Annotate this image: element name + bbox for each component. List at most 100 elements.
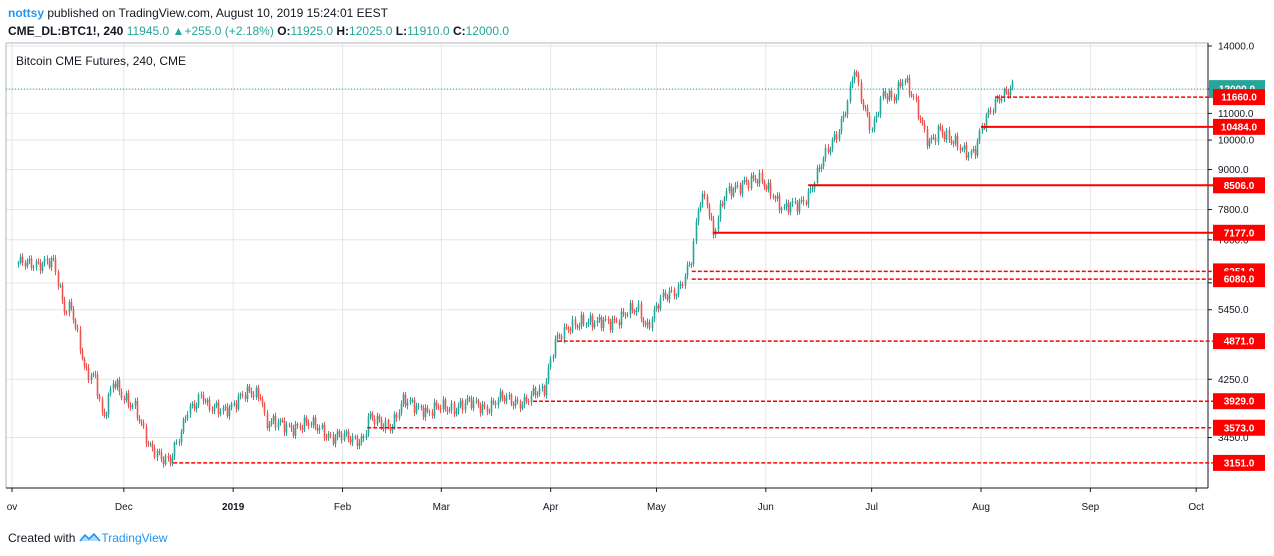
candle-body (50, 258, 53, 268)
close-value: 12000.0 (465, 24, 510, 38)
candle-body (717, 218, 720, 230)
candle-body (98, 395, 101, 400)
candle-body (519, 401, 522, 409)
candle-body (384, 420, 387, 430)
candle-body (719, 203, 722, 219)
candle-body (358, 442, 361, 447)
candle-body (424, 407, 427, 418)
level-label: 10484.0 (1221, 122, 1258, 133)
candle-body (134, 400, 137, 406)
candle-body (39, 262, 42, 271)
candle-body (780, 208, 783, 211)
candle-body (937, 126, 940, 142)
candle-body (554, 338, 557, 357)
candle-body (774, 197, 777, 199)
candle-body (483, 404, 486, 407)
candle-body (477, 400, 480, 406)
author-name[interactable]: nottsy (8, 6, 44, 20)
candle-body (750, 175, 753, 189)
tradingview-link[interactable]: TradingView (79, 529, 167, 547)
candle-body (596, 320, 599, 323)
candle-body (758, 172, 761, 184)
candle-body (798, 200, 801, 212)
candle-body (816, 167, 819, 183)
candle-body (200, 394, 203, 396)
publish-info: published on TradingView.com, August 10,… (44, 6, 389, 20)
candle-body (783, 206, 786, 209)
candle-body (261, 398, 264, 404)
candle-body (472, 400, 475, 409)
y-tick-label: 5450.0 (1218, 305, 1249, 316)
x-tick-label: Jun (758, 502, 774, 513)
levels (173, 96, 1260, 464)
candle-body (244, 395, 247, 399)
candle-body (646, 321, 649, 326)
candle-body (536, 394, 539, 396)
candle-body (501, 391, 504, 398)
candle-body (840, 118, 843, 132)
candle-body (266, 412, 269, 429)
candle-body (556, 335, 559, 339)
candle-body (316, 427, 319, 431)
candle-body (272, 415, 275, 421)
candle-body (534, 388, 537, 396)
candle-body (681, 284, 684, 286)
candle-body (829, 149, 832, 153)
candle-body (127, 393, 130, 406)
candle-body (362, 436, 365, 439)
candle-body (552, 356, 555, 359)
candle-body (404, 394, 407, 406)
candle-body (213, 406, 216, 411)
candle-body (219, 411, 222, 415)
candle-body (105, 414, 108, 416)
level-labels: 12000.011660.010484.08506.07177.06251.06… (1209, 80, 1265, 471)
candle-body (615, 319, 618, 322)
candle-body (147, 443, 150, 445)
x-tick-label: Oct (1188, 502, 1204, 513)
candle-body (85, 366, 88, 368)
candle-body (1000, 98, 1003, 101)
candle-body (939, 126, 942, 129)
candle-body (125, 393, 128, 401)
candle-body (327, 433, 330, 438)
level-badge (1213, 333, 1265, 350)
candle-body (171, 456, 174, 464)
candle-body (857, 74, 860, 83)
candle-body (228, 407, 231, 417)
candle-body (747, 181, 750, 189)
candle-body (332, 435, 335, 444)
candle-body (906, 78, 909, 81)
candle-body (734, 185, 737, 190)
level-badge (1213, 271, 1265, 288)
candle-body (494, 402, 497, 406)
candle-body (796, 202, 799, 212)
candle-body (578, 325, 581, 328)
candle-body (919, 118, 922, 120)
candle-body (114, 383, 117, 388)
candle-body (989, 110, 992, 112)
candle-body (160, 452, 163, 460)
candle-body (846, 101, 849, 115)
y-tick-label: 4250.0 (1218, 375, 1249, 386)
candle-body (512, 404, 515, 406)
candle-body (699, 203, 702, 211)
candle-body (268, 424, 271, 429)
candle-body (138, 418, 141, 421)
candle-body (602, 319, 605, 329)
candle-body (613, 318, 616, 320)
level-badge (1213, 89, 1265, 106)
level-badge (1213, 419, 1265, 436)
open-value: 11925.0 (290, 24, 334, 38)
candle-body (701, 194, 704, 204)
candle-body (252, 394, 255, 398)
candle-body (120, 391, 123, 399)
candle-body (340, 434, 343, 440)
candle-body (270, 420, 273, 425)
candle-body (611, 318, 614, 331)
candle-body (151, 443, 154, 449)
candle-body (426, 407, 429, 412)
candle-body (446, 409, 449, 412)
low-value: 11910.0 (407, 24, 450, 38)
candle-body (563, 326, 566, 340)
